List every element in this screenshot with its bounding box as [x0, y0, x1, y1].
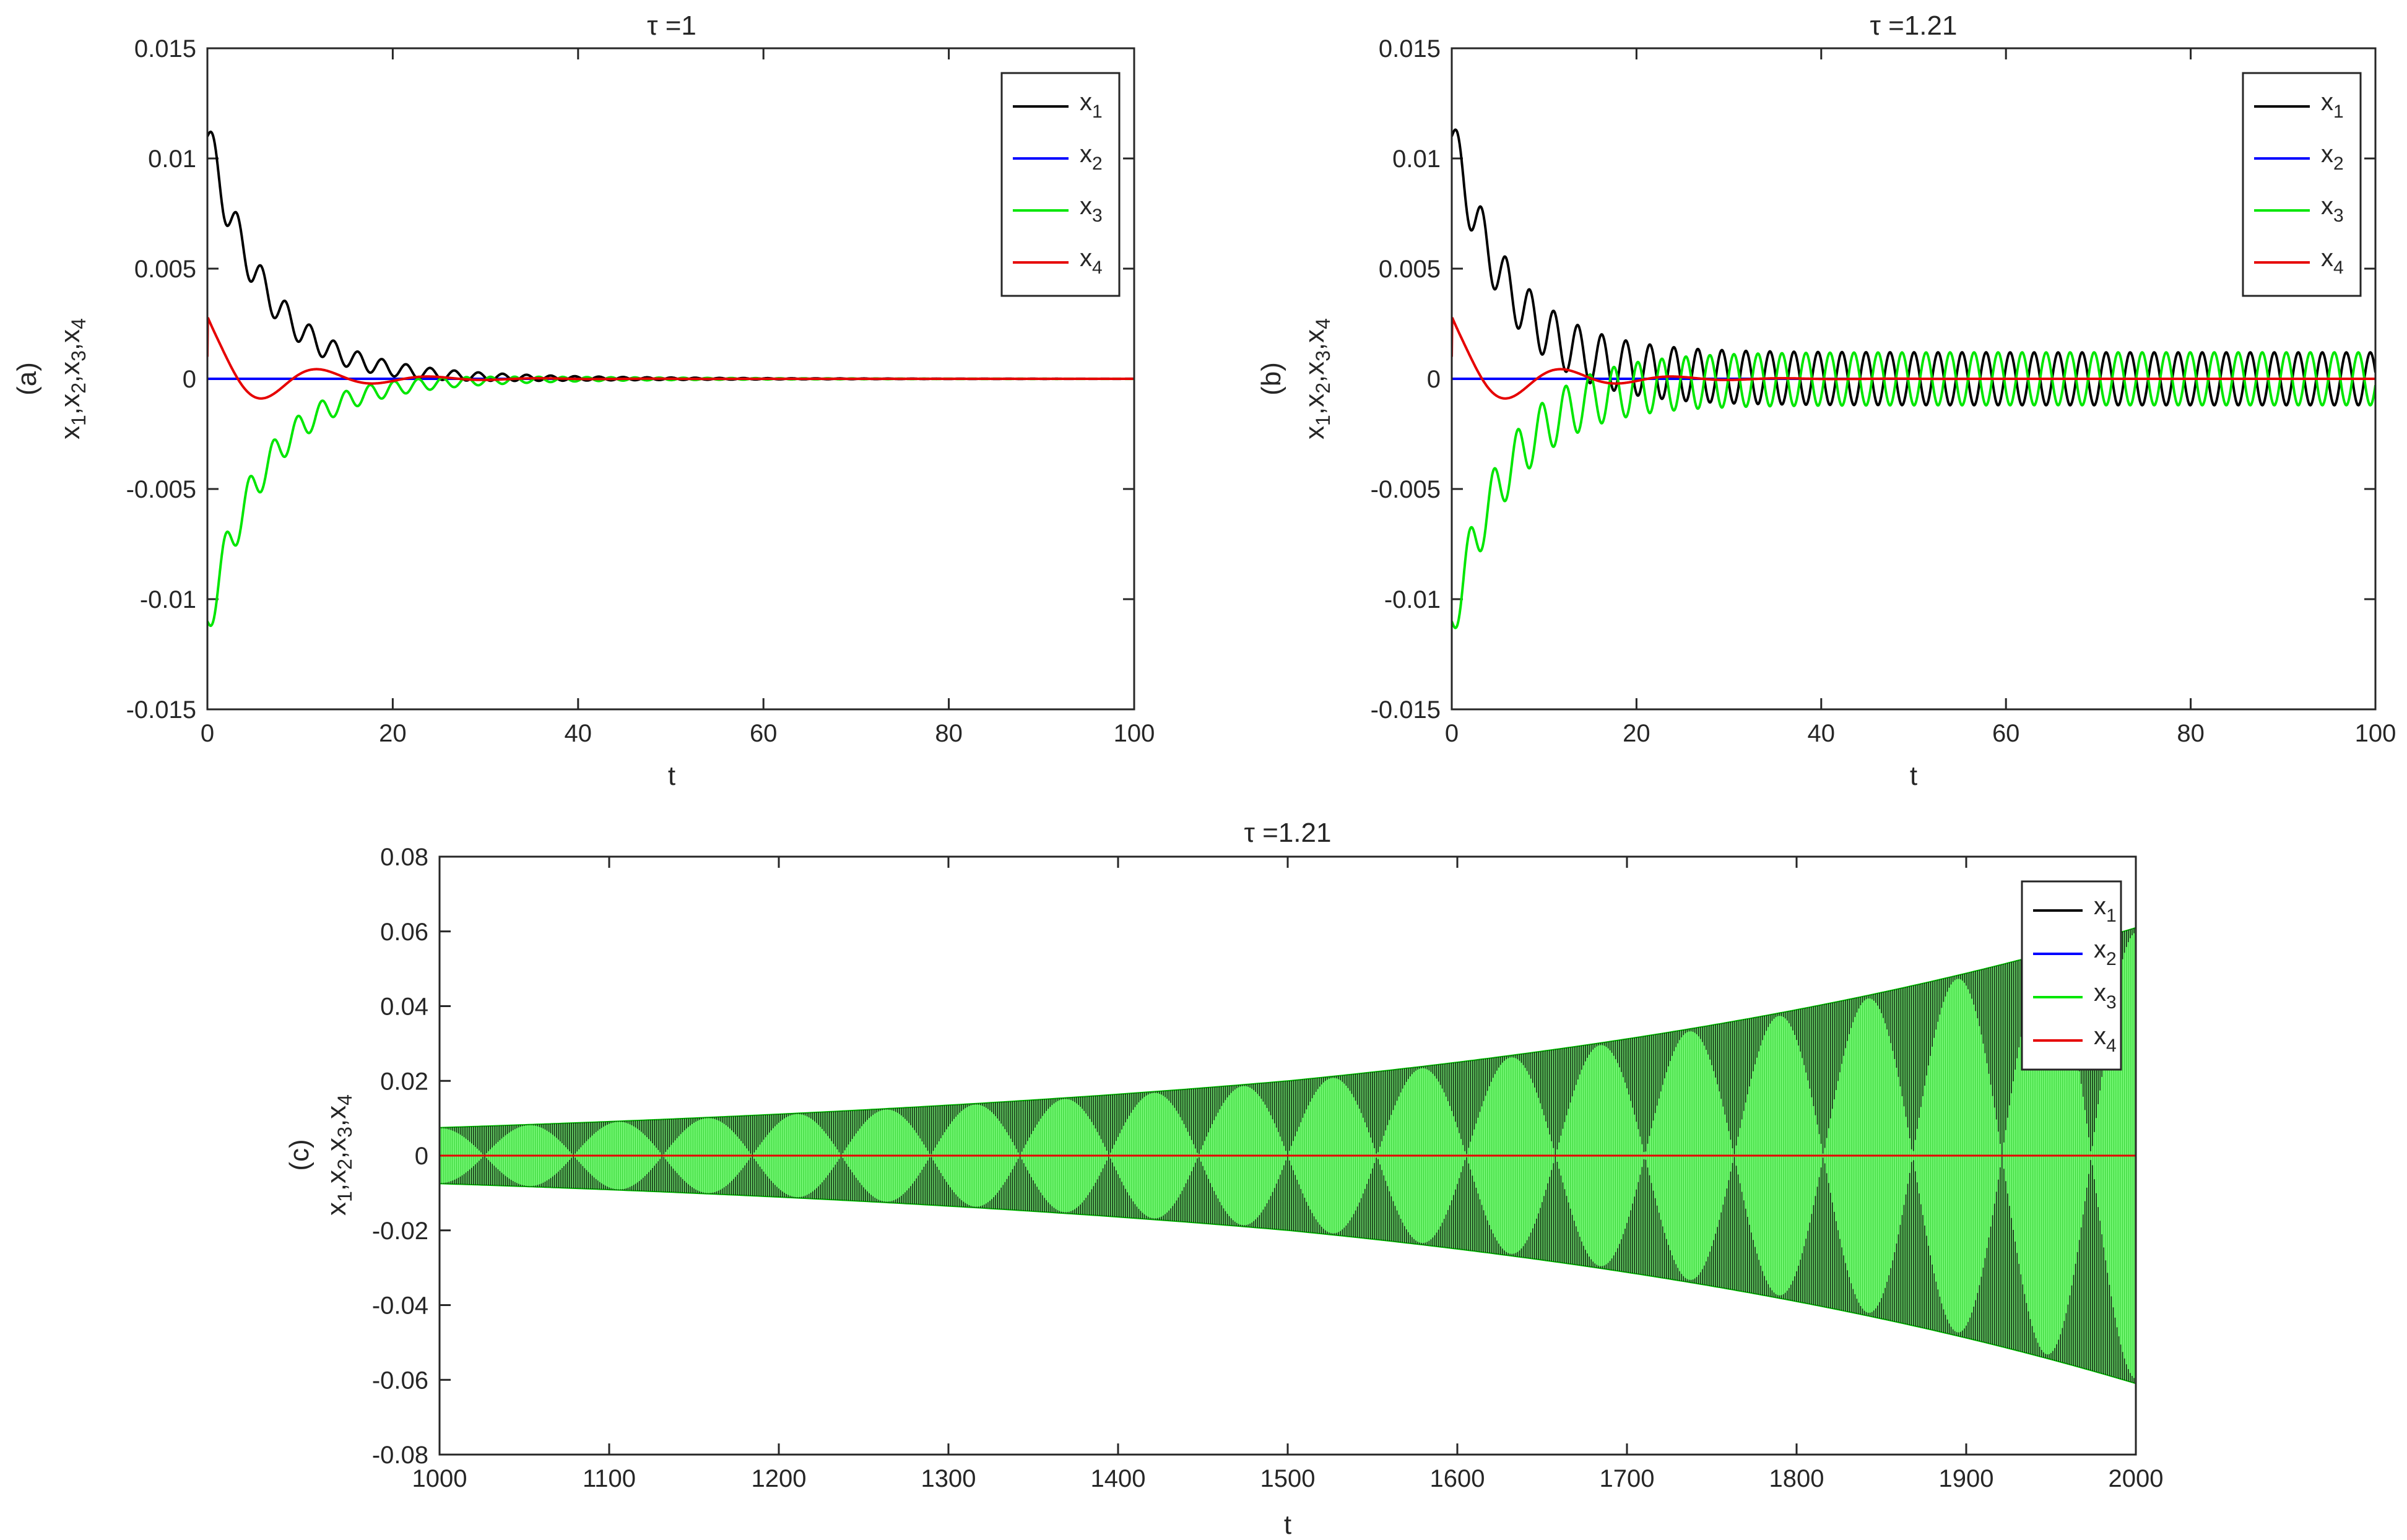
x-tick-label: 20 — [379, 720, 407, 747]
x-tick-label: 20 — [1623, 720, 1650, 747]
x-axis-label-b: t — [1910, 761, 1917, 791]
x-tick-label: 40 — [1808, 720, 1836, 747]
x-axis-label-a: t — [668, 761, 675, 791]
y-tick-label: -0.015 — [126, 696, 196, 724]
legend-label-x3: x3 — [2321, 192, 2344, 226]
y-tick-label: 0 — [1427, 366, 1441, 393]
x-tick-label: 1700 — [1600, 1465, 1655, 1492]
legend-box — [2021, 880, 2122, 1071]
panel-label-b: (b) — [1256, 362, 1286, 396]
x-tick-label: 2000 — [2109, 1465, 2164, 1492]
legend-label-x4: x4 — [1080, 244, 1103, 278]
series-line-x4 — [207, 317, 1134, 400]
chart-title-c: τ =1.21 — [1244, 818, 1332, 848]
y-axis-label-c: x1,x2,x3,x4 — [321, 1094, 356, 1216]
x-tick-label: 40 — [565, 720, 592, 747]
x-tick-label: 1000 — [412, 1465, 467, 1492]
y-tick-label: -0.04 — [372, 1292, 428, 1320]
x-tick-label: 1300 — [921, 1465, 976, 1492]
x-tick-label: 1100 — [583, 1465, 636, 1492]
x-tick-label: 1500 — [1260, 1465, 1316, 1492]
y-tick-label: -0.005 — [1371, 476, 1441, 503]
plot-frame — [206, 47, 1135, 711]
x-tick-label: 1600 — [1430, 1465, 1485, 1492]
series-line-x1 — [1452, 128, 2375, 407]
y-tick-label: -0.01 — [140, 586, 196, 613]
y-tick-label: -0.08 — [372, 1442, 428, 1469]
legend-box — [2242, 72, 2362, 297]
legend: x1 x2 x3 x4 — [2021, 880, 2122, 1071]
x-tick-label: 80 — [2177, 720, 2205, 747]
x-tick-label: 0 — [1445, 720, 1459, 747]
series-line-x4 — [1452, 317, 2375, 400]
legend-label-x4: x4 — [2094, 1023, 2117, 1056]
y-tick-label: 0 — [415, 1143, 428, 1170]
y-tick-label: 0.04 — [380, 993, 428, 1021]
y-tick-label: 0.01 — [1392, 145, 1441, 173]
panel-label-c: (c) — [284, 1139, 314, 1170]
x-tick-label: 1200 — [752, 1465, 807, 1492]
x-tick-label: 60 — [750, 720, 778, 747]
legend-box — [1000, 72, 1121, 297]
y-tick-label: 0.08 — [380, 844, 428, 871]
legend-label-x3: x3 — [2094, 979, 2117, 1013]
legend-label-x1: x1 — [1080, 89, 1103, 122]
x-tick-label: 1800 — [1769, 1465, 1824, 1492]
x-tick-label: 1400 — [1091, 1465, 1146, 1492]
plot-frame — [438, 855, 2137, 1456]
y-tick-label: 0.005 — [1379, 256, 1441, 283]
plot-area — [1452, 128, 2375, 629]
legend-label-x2: x2 — [2094, 936, 2117, 969]
plot-frame — [1451, 47, 2377, 711]
y-axis-label-a: x1,x2,x3,x4 — [55, 318, 90, 439]
y-tick-label: -0.02 — [372, 1218, 428, 1245]
legend-label-x1: x1 — [2094, 893, 2117, 926]
x-tick-label: 1900 — [1939, 1465, 1994, 1492]
panel-label-a: (a) — [12, 362, 42, 396]
legend-label-x3: x3 — [1080, 192, 1103, 226]
x-axis-label-c: t — [1284, 1510, 1291, 1540]
y-tick-label: -0.01 — [1384, 586, 1441, 613]
y-tick-label: 0.015 — [134, 35, 196, 63]
y-tick-label: -0.06 — [372, 1367, 428, 1394]
legend: x1 x2 x3 x4 — [2242, 72, 2362, 297]
x-tick-label: 0 — [201, 720, 214, 747]
y-tick-label: 0.06 — [380, 919, 428, 946]
x-tick-label: 80 — [935, 720, 963, 747]
y-tick-label: -0.015 — [1371, 696, 1441, 724]
legend-label-x1: x1 — [2321, 89, 2344, 122]
x-tick-label: 60 — [1992, 720, 2020, 747]
series-line-x3 — [1452, 351, 2375, 629]
chart-title-a: τ =1 — [647, 11, 696, 41]
chart-panel-b: τ =1.21 t (b) x1,x2,x3,x4 0 20 40 60 80 100 -0… — [1256, 11, 2396, 791]
legend-label-x2: x2 — [2321, 141, 2344, 174]
legend-label-x4: x4 — [2321, 244, 2344, 278]
legend: x1 x2 x3 x4 — [1000, 72, 1121, 297]
y-axis-label-text: x1,x2,x3,x4 — [55, 318, 90, 439]
y-tick-label: 0.02 — [380, 1068, 428, 1095]
x-tick-label: 100 — [2355, 720, 2396, 747]
chart-title-b: τ =1.21 — [1870, 11, 1958, 41]
y-tick-label: 0.015 — [1379, 35, 1441, 63]
y-axis-label-text: x1,x2,x3,x4 — [1299, 318, 1334, 439]
plot-area — [207, 130, 1134, 628]
legend-label-x2: x2 — [1080, 141, 1103, 174]
chart-panel-c: τ =1.21 t (c) x1,x2,x3,x4 1000 1100 1200 13… — [284, 818, 2163, 1540]
x-tick-label: 100 — [1114, 720, 1155, 747]
y-tick-label: -0.005 — [126, 476, 196, 503]
y-axis-label-text: x1,x2,x3,x4 — [321, 1094, 356, 1216]
chart-panel-a: τ =1 t (a) x1,x2,x3,x4 0 20 40 60 80 100 -0.01… — [12, 11, 1155, 791]
y-tick-label: 0.01 — [148, 145, 196, 173]
y-tick-label: 0.005 — [134, 256, 196, 283]
y-axis-label-b: x1,x2,x3,x4 — [1299, 318, 1334, 439]
y-tick-label: 0 — [183, 366, 196, 393]
